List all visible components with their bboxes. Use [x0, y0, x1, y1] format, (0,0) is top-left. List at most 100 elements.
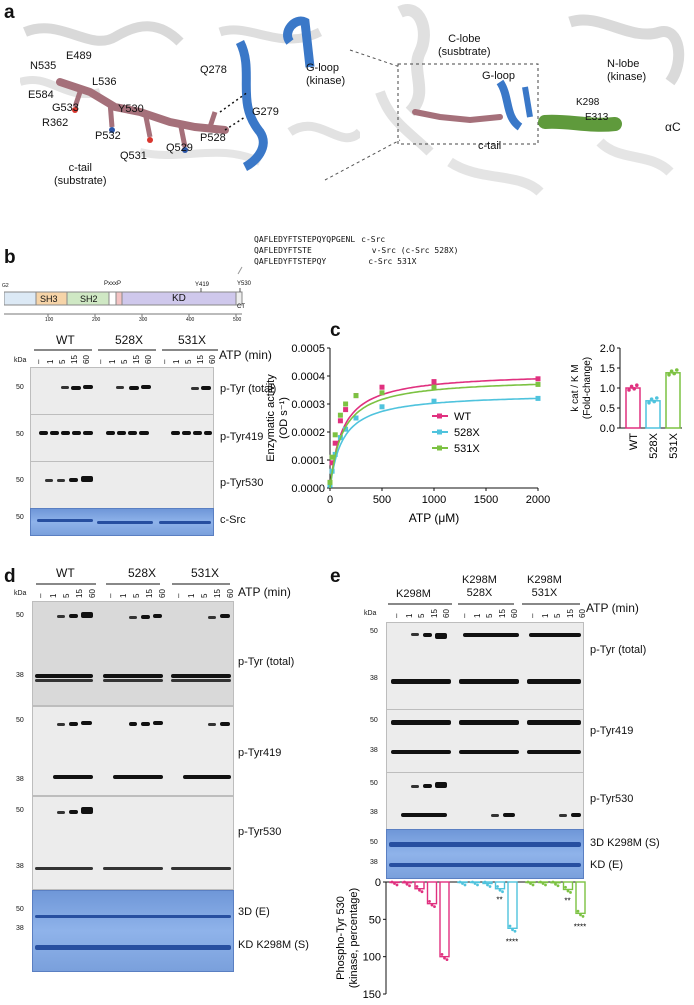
- c-point-531X: [353, 393, 359, 399]
- panel-c-label: c: [330, 320, 341, 341]
- c-legend-marker-528X: [437, 429, 442, 435]
- lane-label: 5: [417, 613, 426, 618]
- e-blot-label-3d: 3D K298M (S): [590, 837, 660, 849]
- d-lane-labels: –1 5 15 60–1 5 15 60–1 5 15 60: [34, 586, 235, 600]
- domain-g2: G2: [2, 283, 9, 289]
- domain-kd: KD: [172, 293, 186, 304]
- c-bar-528X: [645, 400, 661, 429]
- res-p528: P528: [200, 132, 226, 144]
- lane-label: –: [96, 359, 105, 364]
- lane-label: –: [528, 613, 537, 618]
- e-bar-point: [395, 883, 399, 887]
- structure-left-render: [18, 16, 364, 172]
- lane-label: 5: [132, 593, 141, 598]
- b-blot-ptyr419: [30, 414, 214, 462]
- e-bar-point: [461, 882, 464, 885]
- lane-label: –: [460, 613, 469, 618]
- e-bar-point: [513, 929, 517, 933]
- d-mw-50-2: 50: [16, 717, 24, 724]
- c-bar-y-tick-label: 0.5: [600, 403, 615, 415]
- c-point-WT: [332, 440, 338, 446]
- c-bar-point: [647, 401, 651, 405]
- lane-label: 15: [196, 355, 205, 364]
- e-mw-50-1: 50: [370, 628, 378, 635]
- c-bar-y-title-1: k cat / K M: [570, 364, 581, 411]
- d-mw-38-2: 38: [16, 776, 24, 783]
- e-mw-38-4: 38: [370, 859, 378, 866]
- lane-label: 60: [578, 609, 587, 618]
- lane-label: 1: [540, 613, 550, 618]
- c-y-tick-label: 0.0001: [291, 455, 325, 467]
- c-point-WT: [337, 418, 343, 424]
- c-fit-line-WT: [329, 378, 539, 489]
- b-blot-label-ptyr: p-Tyr (total): [220, 383, 277, 395]
- lane-label: 15: [213, 589, 222, 598]
- e-bar-point: [440, 953, 444, 956]
- c-bar-point: [652, 399, 656, 404]
- panel-a-structure-left: [18, 12, 364, 172]
- e-bar-point: [544, 883, 547, 887]
- e313-label: E313: [585, 112, 609, 123]
- lane-label: 15: [132, 355, 141, 364]
- c-point-531X: [431, 384, 437, 390]
- e-bar-point: [526, 880, 530, 884]
- e-mw-38-1: 38: [370, 675, 378, 682]
- e-bar-K298M: [401, 881, 413, 884]
- d-blot-label-ptyr530: p-Tyr530: [238, 826, 282, 838]
- lane-label: –: [392, 613, 401, 618]
- e-bar-K298M: [414, 881, 425, 890]
- e-bar-point: [476, 883, 479, 887]
- e-bar-point: [498, 888, 502, 892]
- e-blot-ptyr-total: [386, 622, 584, 710]
- d-mw-50-4: 50: [16, 906, 24, 913]
- e-lane-labels: –1 5 15 60–1 5 15 60–1 5 15 60: [388, 606, 588, 620]
- d-blot-label-ptyr419: p-Tyr419: [238, 747, 282, 759]
- e-y-tick-label: 150: [363, 989, 381, 1000]
- e-kda: kDa: [364, 610, 377, 617]
- e-y-title-2: (kinase, percentage): [348, 888, 360, 988]
- c-bar-point: [655, 396, 659, 400]
- n-lobe-label: N-lobe (kinase): [607, 58, 647, 83]
- lane-label: 15: [75, 589, 84, 598]
- structure-right-render: [375, 4, 685, 196]
- b-lane-labels: –1 5 15 60–1 5 15 60–1 5 15 60: [30, 352, 230, 366]
- c-bar-WT: [625, 387, 641, 429]
- lane-label: 1: [187, 593, 196, 598]
- res-g279: G279: [252, 106, 279, 118]
- e-significance-stars: **: [496, 896, 502, 905]
- lane-label: 60: [144, 355, 153, 364]
- panel-a-label: a: [4, 2, 15, 23]
- c-point-528X: [431, 398, 437, 404]
- c-point-531X: [379, 390, 385, 396]
- g-loop-kinase-label: G-loop (kinase): [306, 62, 346, 87]
- e-bar-point: [473, 882, 477, 885]
- k298-label: K298: [576, 97, 600, 108]
- d-mw-50-3: 50: [16, 807, 24, 814]
- c-bar-y-title-2: (Fold-change): [582, 357, 593, 419]
- e-bar-point: [486, 883, 489, 887]
- lane-label: 1: [472, 613, 482, 618]
- c-point-WT: [343, 407, 349, 413]
- lane-label: 1: [404, 613, 414, 618]
- d-group-531x: 531X: [191, 566, 220, 580]
- panel-b-label: b: [4, 247, 16, 268]
- domain-y419: Y419: [195, 282, 210, 288]
- c-point-528X: [353, 415, 359, 421]
- res-p532: P532: [95, 130, 121, 142]
- lane-label: 1: [108, 359, 117, 364]
- e-blot-ptyr530: [386, 772, 584, 830]
- c-bar-cat-label: WT: [628, 433, 640, 450]
- e-bar-point: [496, 885, 499, 888]
- panel-e-bar-chart: 0 50 100 150 Phospho-Tyr 530 (kinase, percent…: [330, 876, 590, 1001]
- e-bar-point: [420, 890, 424, 894]
- e-mw-50-4: 50: [370, 839, 378, 846]
- c-legend-marker-531X: [437, 445, 442, 451]
- c-x-tick-label: 0: [327, 494, 333, 506]
- e-bar-K298M: [439, 881, 450, 958]
- c-point-531X: [337, 412, 343, 418]
- e-y-tick-label: 50: [369, 914, 381, 926]
- seq-531x-name: c-Src 531X: [368, 257, 417, 266]
- b-blot-label-ptyr419: p-Tyr419: [220, 431, 264, 443]
- e-bar-point: [531, 883, 535, 887]
- b-group-underlines: [34, 349, 218, 351]
